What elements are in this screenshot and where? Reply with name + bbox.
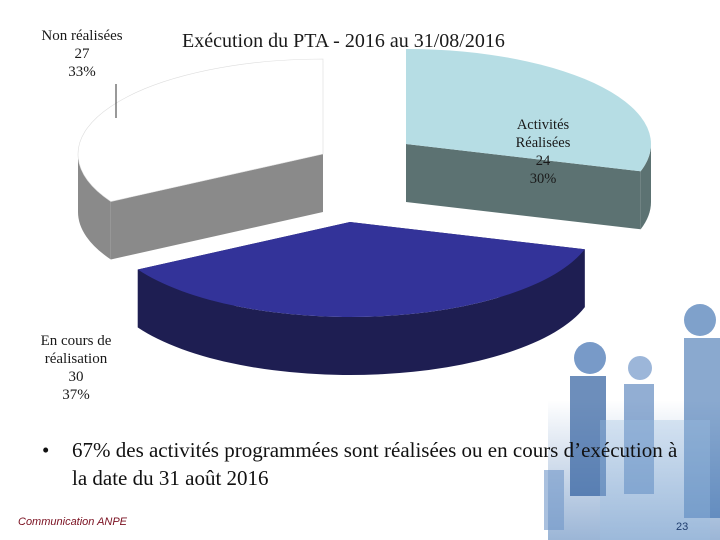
slice-label-line: 24 [535, 153, 551, 169]
slice-label-line: Réalisées [515, 135, 571, 151]
slice-label-line: 30% [529, 171, 557, 187]
chart-title: Exécution du PTA - 2016 au 31/08/2016 [182, 30, 505, 52]
people-silhouettes-icon [544, 304, 720, 540]
slice-label-line: Activités [516, 117, 570, 133]
pie-slice-2 [137, 222, 585, 318]
slice-label-line: 33% [68, 64, 96, 80]
slice-label-line: 27 [74, 46, 90, 62]
pie-slice-1 [406, 49, 652, 172]
slice-label-en-cours: En cours de réalisation 30 37% [16, 332, 136, 404]
slice-label-line: Non réalisées [41, 28, 123, 44]
slice-label-line: réalisation [44, 351, 108, 367]
pie-slice-0 [77, 58, 324, 202]
footer-organization: Communication ANPE [18, 516, 128, 528]
slice-label-realisees: Activités Réalisées 24 30% [490, 116, 596, 188]
pie-slice-wall [406, 144, 641, 230]
slice-label-line: 30 [68, 369, 84, 385]
slice-label-line: 37% [62, 387, 90, 403]
page-number: 23 [676, 521, 689, 533]
slice-label-line: En cours de [40, 333, 112, 349]
pie-slice-side [78, 154, 111, 260]
pie-slice-side [640, 144, 651, 230]
bullet-text: 67% des activités programmées sont réali… [72, 438, 678, 490]
bullet-dot-icon: • [42, 438, 50, 462]
pie-slice-side [137, 249, 585, 376]
slice-label-non-realisees: Non réalisées 27 33% [26, 27, 138, 81]
pie-slice-wall [110, 154, 323, 260]
